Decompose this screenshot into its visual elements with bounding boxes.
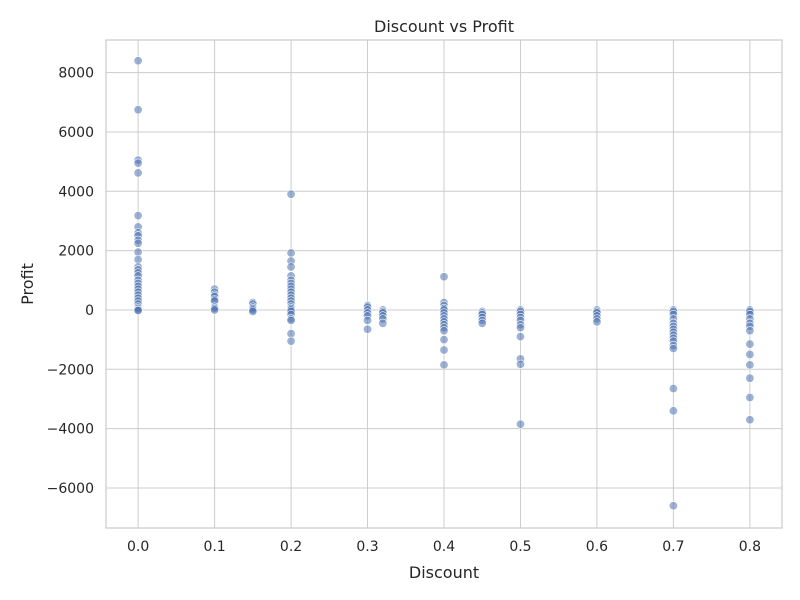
y-tick-label: 2000 <box>58 244 94 260</box>
data-point <box>248 306 258 316</box>
y-tick-label: 8000 <box>58 66 94 82</box>
data-point <box>668 501 678 511</box>
x-axis-label: Discount <box>409 563 479 582</box>
data-point <box>745 415 755 425</box>
x-tick-label: 0.8 <box>739 539 761 555</box>
x-tick-label: 0.5 <box>509 539 531 555</box>
data-point <box>210 305 220 315</box>
data-point <box>286 248 296 258</box>
x-tick-label: 0.2 <box>280 539 302 555</box>
y-tick-label: 6000 <box>58 125 94 141</box>
data-point <box>363 324 373 334</box>
x-tick-label: 0.3 <box>356 539 378 555</box>
data-point <box>133 105 143 115</box>
data-point <box>515 359 525 369</box>
x-tick-label: 0.6 <box>586 539 608 555</box>
x-tick-labels: 0.0 0.1 0.2 0.3 0.4 0.5 0.6 0.7 0.8 <box>127 539 761 555</box>
data-point <box>133 306 143 316</box>
x-tick-label: 0.4 <box>433 539 455 555</box>
data-point <box>477 318 487 328</box>
data-point <box>668 406 678 416</box>
x-tick-label: 0.0 <box>127 539 149 555</box>
data-point <box>668 344 678 354</box>
data-point <box>378 318 388 328</box>
data-point <box>439 335 449 345</box>
data-point <box>745 326 755 336</box>
data-point <box>286 189 296 199</box>
data-point <box>363 315 373 325</box>
data-point <box>133 168 143 178</box>
data-point <box>133 158 143 168</box>
y-tick-label: 0 <box>85 303 94 319</box>
y-tick-label: −2000 <box>47 362 94 378</box>
data-point <box>133 56 143 66</box>
data-point <box>515 332 525 342</box>
data-point <box>439 345 449 355</box>
data-point <box>439 360 449 370</box>
data-point <box>286 336 296 346</box>
data-point <box>515 323 525 333</box>
data-point <box>668 384 678 394</box>
data-point <box>133 211 143 221</box>
plot-frame <box>105 39 783 529</box>
x-tick-label: 0.7 <box>662 539 684 555</box>
data-point <box>745 349 755 359</box>
x-tick-label: 0.1 <box>203 539 225 555</box>
data-points <box>133 56 755 511</box>
x-gridlines <box>137 40 751 528</box>
data-point <box>439 272 449 282</box>
y-tick-labels: −6000 −4000 −2000 0 2000 4000 6000 8000 <box>47 66 94 497</box>
data-point <box>745 339 755 349</box>
data-point <box>745 360 755 370</box>
data-point <box>745 392 755 402</box>
data-point <box>286 315 296 325</box>
y-tick-label: −4000 <box>47 422 94 438</box>
y-tick-label: −6000 <box>47 481 94 497</box>
chart-title: Discount vs Profit <box>374 17 514 36</box>
data-point <box>286 262 296 272</box>
data-point <box>133 238 143 248</box>
data-point <box>745 373 755 383</box>
data-point <box>439 326 449 336</box>
data-point <box>515 419 525 429</box>
y-tick-label: 4000 <box>58 184 94 200</box>
y-axis-label: Profit <box>18 263 37 305</box>
data-point <box>592 317 602 327</box>
